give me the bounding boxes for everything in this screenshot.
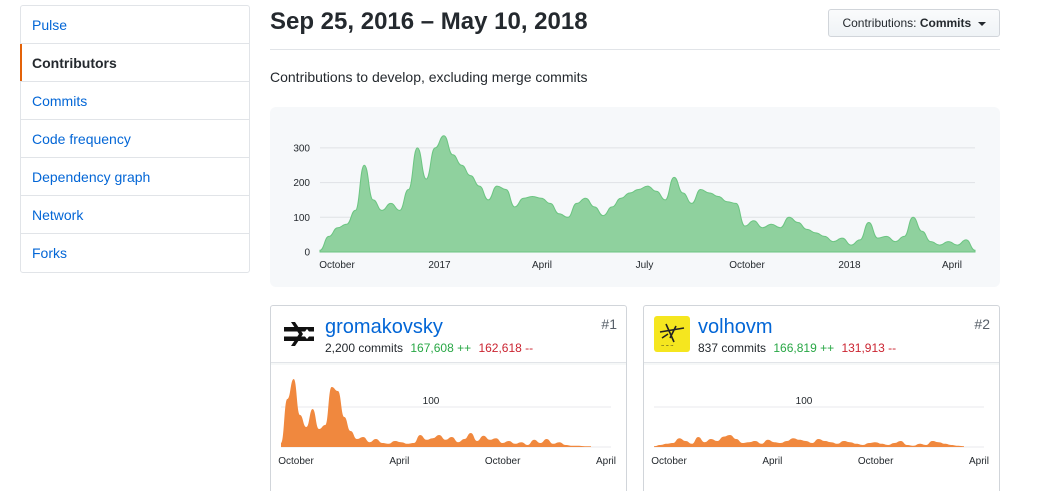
x-tick-label: 2017 — [428, 260, 451, 271]
page-title: Sep 25, 2016 – May 10, 2018 — [270, 8, 588, 35]
x-tick-label: April — [389, 456, 409, 467]
contributor-chart: 100 October April October April — [271, 363, 626, 467]
sidebar-item-dependency-graph[interactable]: Dependency graph — [21, 158, 249, 196]
chart-subtitle: Contributions to develop, excluding merg… — [270, 69, 588, 85]
select-value: Commits — [919, 16, 972, 30]
x-tick-label: April — [596, 456, 616, 467]
contributor-card-header: ~ ~ ~ volhovm 837 commits 166,819 ++ 131… — [644, 306, 999, 363]
sidebar-item-network[interactable]: Network — [21, 196, 249, 234]
x-tick-label: October — [485, 456, 521, 467]
contributions-chart: 0 100 200 300 October 2017 April July October 20… — [270, 107, 1000, 287]
sidebar-item-forks[interactable]: Forks — [32, 245, 67, 261]
svg-text:~ ~ ~: ~ ~ ~ — [661, 343, 674, 348]
y-tick-label: 300 — [293, 143, 310, 154]
x-tick-label: 2018 — [838, 260, 861, 271]
y-tick-label: 0 — [304, 248, 310, 259]
contributor-login-link[interactable]: volhovm — [698, 316, 773, 338]
x-tick-label: October — [319, 260, 355, 271]
contributions-chart-svg: 0 100 200 300 October 2017 April July October 20… — [293, 135, 976, 271]
contributor-commits-area — [281, 379, 591, 447]
contributor-chart: 100 October April October April — [644, 363, 999, 467]
contributor-login-link[interactable]: gromakovsky — [325, 316, 443, 338]
x-tick-label: April — [762, 456, 782, 467]
avatar[interactable]: ~ ~ ~ — [654, 316, 690, 352]
commit-count[interactable]: 2,200 commits — [325, 341, 404, 355]
contributor-card: gromakovsky 2,200 commits 167,608 ++ 162… — [270, 305, 627, 491]
contributor-rank: #1 — [601, 316, 617, 332]
select-prefix: Contributions: — [842, 16, 917, 30]
header-divider — [270, 49, 1000, 50]
contributor-card-header: gromakovsky 2,200 commits 167,608 ++ 162… — [271, 306, 626, 363]
contributions-area — [319, 135, 976, 253]
contributor-commits-area — [654, 435, 964, 447]
contributor-rank: #2 — [974, 316, 990, 332]
deletions-count: 131,913 -- — [841, 341, 897, 355]
y-tick-label: 100 — [293, 213, 310, 224]
y-tick-label: 100 — [423, 396, 440, 407]
sidebar-item-contributors[interactable]: Contributors — [20, 44, 249, 82]
sidebar-item-code-frequency[interactable]: Code frequency — [21, 120, 249, 158]
contributions-type-select[interactable]: Contributions: Commits — [828, 9, 1000, 37]
contributor-stats: 837 commits 166,819 ++ 131,913 -- — [698, 341, 896, 355]
split-arrows-logo-icon — [284, 322, 314, 346]
x-tick-label: October — [278, 456, 314, 467]
avatar[interactable] — [281, 316, 317, 352]
x-tick-label: October — [858, 456, 894, 467]
x-tick-label: July — [636, 260, 654, 271]
commit-count[interactable]: 837 commits — [698, 341, 767, 355]
x-tick-label: October — [651, 456, 687, 467]
insights-sidebar: Pulse Contributors Commits Code frequenc… — [20, 5, 250, 273]
additions-count: 166,819 ++ — [773, 341, 835, 355]
x-tick-label: October — [729, 260, 765, 271]
y-tick-label: 200 — [293, 178, 310, 189]
sidebar-item-commits[interactable]: Commits — [21, 82, 249, 120]
additions-count: 167,608 ++ — [410, 341, 472, 355]
y-tick-label: 100 — [796, 396, 813, 407]
contributor-card: ~ ~ ~ volhovm 837 commits 166,819 ++ 131… — [643, 305, 1000, 491]
sketch-avatar-icon: ~ ~ ~ — [659, 323, 685, 348]
x-tick-label: April — [969, 456, 989, 467]
contributor-stats: 2,200 commits 167,608 ++ 162,618 -- — [325, 341, 533, 355]
caret-down-icon — [977, 21, 986, 26]
x-tick-label: April — [942, 260, 962, 271]
x-tick-label: April — [532, 260, 552, 271]
deletions-count: 162,618 -- — [478, 341, 534, 355]
sidebar-item-pulse[interactable]: Pulse — [21, 6, 249, 44]
